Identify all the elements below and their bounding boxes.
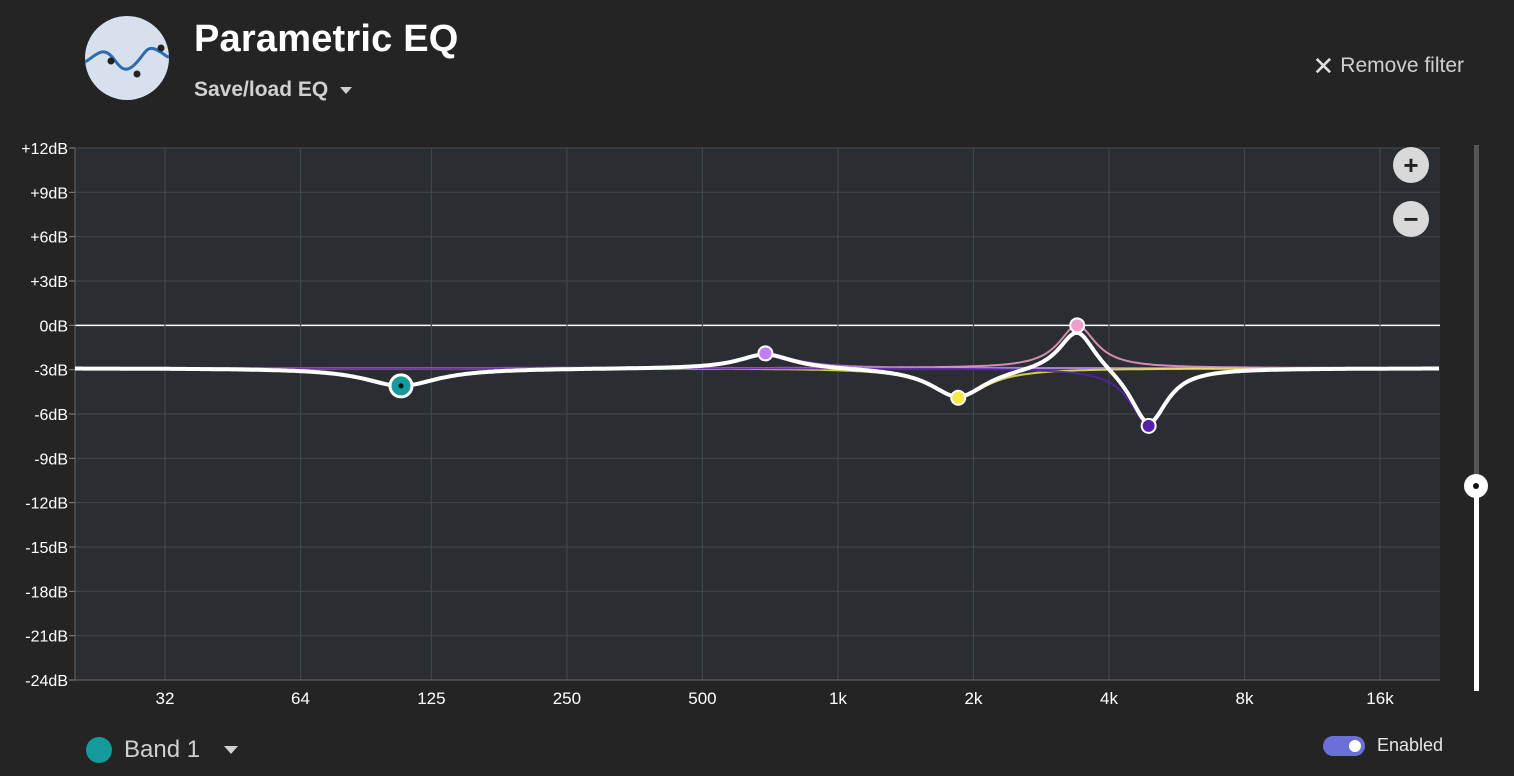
enabled-toggle[interactable]: Enabled: [1323, 735, 1443, 756]
y-tick-label: -21dB: [25, 629, 68, 646]
eq-logo-icon: [85, 16, 169, 100]
y-tick-label: +12dB: [21, 141, 68, 158]
band-color-dot: [86, 737, 112, 763]
y-tick-label: 0dB: [40, 318, 68, 335]
y-tick-label: -6dB: [34, 407, 68, 424]
enabled-label: Enabled: [1377, 735, 1444, 755]
x-tick-label: 16k: [1366, 689, 1394, 708]
save-load-label: Save/load EQ: [194, 78, 329, 101]
eq-chart-svg[interactable]: +12dB +9dB +6dB +3dB 0dB -3dB -6dB -9dB -12dB -15…: [0, 130, 1460, 730]
zoom-in-button[interactable]: +: [1393, 147, 1429, 183]
combined-eq-curve: [75, 330, 1439, 425]
y-tick-label: +3dB: [30, 274, 68, 291]
remove-filter-button[interactable]: ✕ Remove filter: [1313, 53, 1465, 79]
preamp-slider-fill[interactable]: [1474, 486, 1479, 691]
band-handle-center: [398, 383, 404, 389]
preamp-slider-track[interactable]: [1474, 145, 1479, 486]
toggle-switch[interactable]: [1323, 735, 1365, 756]
y-tick-label: +6dB: [30, 230, 68, 247]
x-tick-label: 64: [291, 689, 310, 708]
x-tick-label: 2k: [964, 689, 982, 708]
band-handle: [1069, 317, 1086, 334]
band-handle: [1140, 417, 1157, 434]
x-tick-label: 4k: [1100, 689, 1118, 708]
band-select-dropdown[interactable]: Band 1: [86, 736, 239, 764]
chevron-down-icon: [340, 86, 353, 94]
y-tick-label: -15dB: [25, 540, 68, 557]
preamp-slider-thumb[interactable]: [1464, 474, 1488, 498]
save-load-eq-dropdown[interactable]: Save/load EQ: [194, 78, 353, 102]
remove-filter-label: Remove filter: [1340, 54, 1464, 77]
y-tick-label: -9dB: [34, 451, 68, 468]
x-tick-label: 500: [688, 689, 716, 708]
close-icon: ✕: [1312, 51, 1335, 81]
minus-icon: −: [1403, 204, 1419, 234]
x-tick-label: 8k: [1236, 689, 1254, 708]
band-label: Band 1: [124, 736, 201, 763]
chevron-down-icon: [224, 746, 239, 754]
band-handle: [950, 389, 967, 406]
y-tick-label: -3dB: [34, 363, 68, 380]
band-handle: [757, 345, 774, 362]
x-tick-label: 250: [553, 689, 581, 708]
y-tick-label: -18dB: [25, 584, 68, 601]
x-tick-label: 32: [156, 689, 175, 708]
y-tick-label: -24dB: [25, 673, 68, 690]
eq-chart[interactable]: +12dB +9dB +6dB +3dB 0dB -3dB -6dB -9dB -12dB -15…: [0, 130, 1460, 730]
y-tick-label: -12dB: [25, 496, 68, 513]
x-tick-label: 125: [417, 689, 445, 708]
y-tick-label: +9dB: [30, 185, 68, 202]
zoom-out-button[interactable]: −: [1393, 201, 1429, 237]
page-title: Parametric EQ: [194, 18, 459, 60]
plus-icon: +: [1403, 150, 1419, 180]
x-tick-label: 1k: [829, 689, 847, 708]
